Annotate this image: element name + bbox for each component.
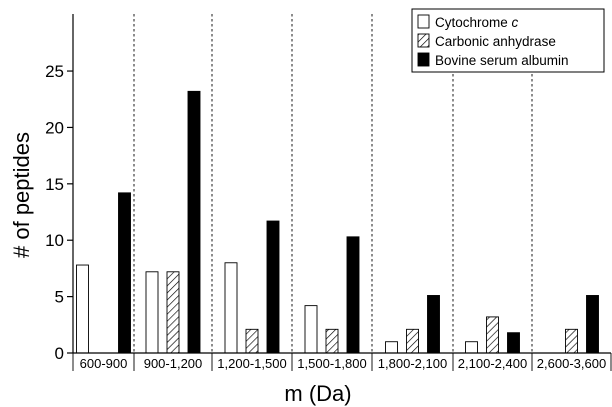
legend-label: Cytochrome c bbox=[435, 15, 519, 30]
bar bbox=[187, 90, 201, 354]
bar bbox=[586, 295, 599, 354]
bar bbox=[76, 264, 89, 354]
x-tick-label: 1,800-2,100 bbox=[378, 356, 447, 371]
bar bbox=[346, 236, 360, 354]
legend: Cytochrome c Carbonic anhydrase Bovine ser… bbox=[411, 8, 605, 73]
x-tick-label: 900-1,200 bbox=[144, 356, 203, 371]
legend-label: Bovine serum albumin bbox=[435, 53, 569, 68]
bar bbox=[406, 328, 419, 354]
y-tick-label: 20 bbox=[45, 118, 64, 137]
x-tick-label: 2,100-2,400 bbox=[458, 356, 527, 371]
bar bbox=[565, 328, 578, 354]
legend-label: Carbonic anhydrase bbox=[435, 34, 556, 49]
bar bbox=[245, 328, 259, 354]
bar bbox=[486, 316, 499, 354]
bar bbox=[465, 341, 478, 354]
bar bbox=[266, 220, 280, 354]
bar bbox=[166, 271, 180, 354]
x-axis-title: m (Da) bbox=[284, 381, 351, 406]
y-axis-title: # of peptides bbox=[9, 132, 34, 258]
legend-swatch bbox=[417, 33, 430, 48]
x-tick-label: 1,200-1,500 bbox=[217, 356, 286, 371]
y-tick-label: 0 bbox=[55, 344, 64, 363]
axis-labels: m (Da) # of peptides bbox=[9, 132, 352, 406]
bar bbox=[304, 305, 318, 354]
y-tick-label: 25 bbox=[45, 62, 64, 81]
legend-swatch bbox=[417, 14, 430, 29]
bar bbox=[118, 192, 131, 354]
axes: 0 5 10 15 20 25 600-900 900-1,200 1,200-1,500 1,5… bbox=[45, 14, 612, 371]
bar bbox=[507, 332, 520, 354]
y-tick-label: 15 bbox=[45, 175, 64, 194]
plot-area bbox=[76, 14, 599, 354]
x-tick-label: 600-900 bbox=[80, 356, 128, 371]
x-tick-label: 2,600-3,600 bbox=[537, 356, 606, 371]
bar bbox=[145, 271, 159, 354]
legend-box bbox=[411, 8, 605, 73]
bar bbox=[224, 262, 238, 354]
bar bbox=[427, 295, 440, 354]
y-tick-label: 5 bbox=[55, 288, 64, 307]
legend-swatch bbox=[417, 52, 430, 67]
bar bbox=[325, 328, 339, 354]
y-tick-label: 10 bbox=[45, 231, 64, 250]
x-tick-label: 1,500-1,800 bbox=[297, 356, 366, 371]
bar bbox=[385, 341, 398, 354]
